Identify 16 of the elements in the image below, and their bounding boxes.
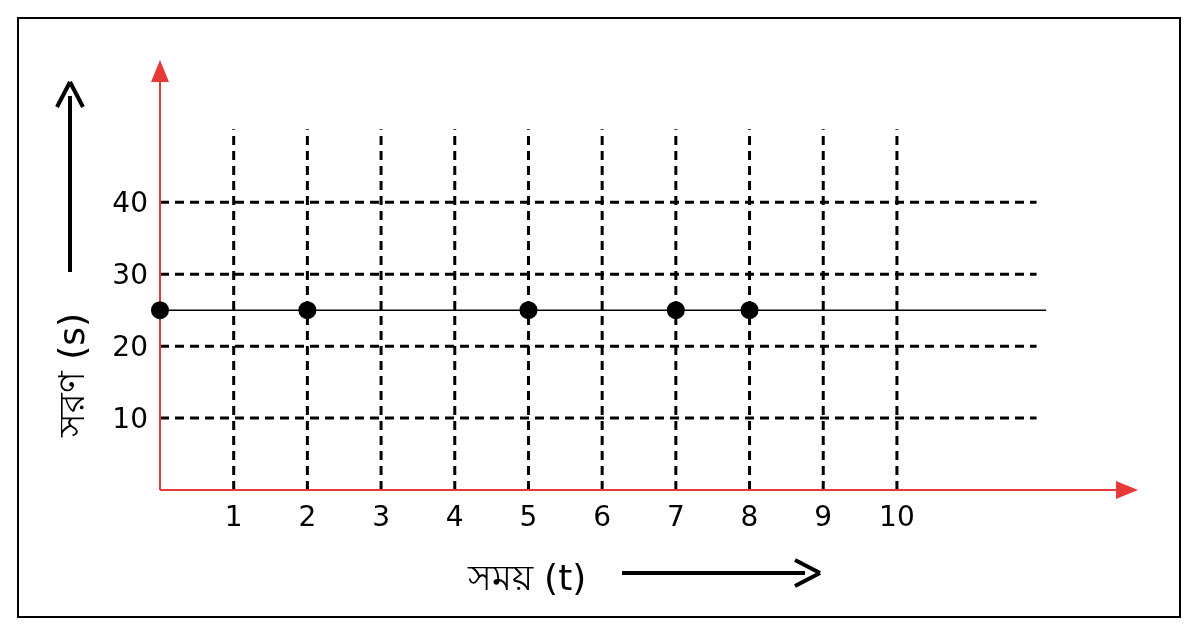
x-tick-label: 2 xyxy=(298,500,317,533)
y-tick-label: 20 xyxy=(112,330,148,364)
y-tick-label: 40 xyxy=(112,186,148,220)
x-tick-label: 3 xyxy=(372,500,390,533)
y-tick-label: 30 xyxy=(112,258,148,292)
x-tick-label: 1 xyxy=(224,500,243,533)
x-tick-label: 4 xyxy=(445,500,464,533)
x-axis-title: সময় (t) xyxy=(466,557,587,598)
x-tick-label: 8 xyxy=(740,500,759,533)
y-axis-title: সরণ (s) xyxy=(51,312,92,439)
y-tick-label: 10 xyxy=(112,402,148,436)
x-tick-label: 6 xyxy=(593,500,612,533)
x-tick-label: 9 xyxy=(814,500,833,533)
x-tick-label: 7 xyxy=(666,500,685,533)
x-tick-label: 10 xyxy=(879,500,915,533)
x-tick-label: 5 xyxy=(519,500,538,533)
